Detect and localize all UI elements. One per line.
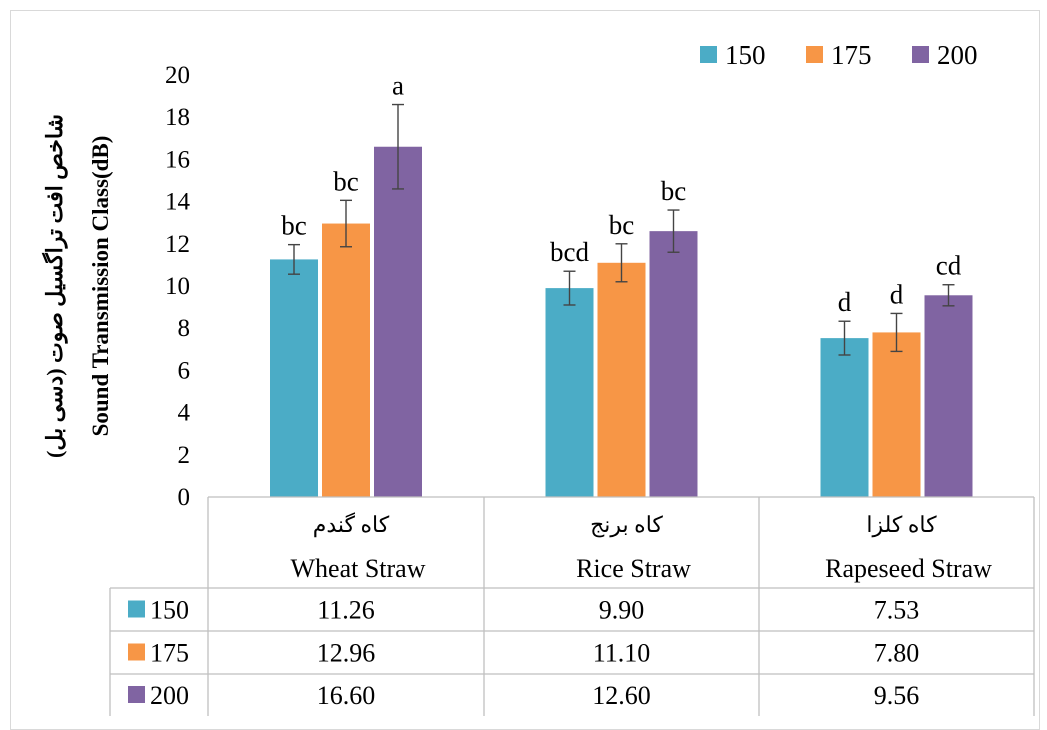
significance-label: bc <box>609 210 635 240</box>
table-cell: 12.60 <box>592 681 651 710</box>
legend-label-175: 175 <box>831 40 872 70</box>
error-bar-200-3 <box>942 284 955 307</box>
category-label-fa: کاه گندم <box>313 512 390 538</box>
bar-150-1 <box>270 259 318 497</box>
bar-200-1 <box>374 146 422 498</box>
significance-label: bc <box>281 211 307 241</box>
y-tick-label: 0 <box>178 484 191 511</box>
significance-label: bcd <box>550 237 589 267</box>
y-tick-label: 4 <box>178 400 191 427</box>
bar-175-2 <box>597 262 646 497</box>
category-label: Rice Straw <box>576 554 691 583</box>
table-row-swatch-200 <box>128 686 145 703</box>
error-bar-200-1 <box>392 103 404 190</box>
significance-label: a <box>392 71 404 101</box>
table-cell: 9.90 <box>599 596 645 625</box>
error-bar-175-1 <box>340 199 352 248</box>
significance-label: bc <box>333 166 359 196</box>
bar-150-2 <box>545 288 594 497</box>
bar-150-3 <box>820 338 869 497</box>
y-tick-label: 16 <box>165 146 190 173</box>
table-cell: 7.80 <box>874 639 920 668</box>
y-tick-label: 2 <box>178 442 191 469</box>
y-axis-label: Sound Transmission Class(dB) <box>88 136 113 437</box>
legend: 150 175 200 <box>700 40 978 70</box>
error-bar-150-1 <box>288 243 300 275</box>
legend-label-150: 150 <box>725 40 766 70</box>
y-tick-label: 10 <box>165 273 190 300</box>
error-bar-175-2 <box>615 243 628 283</box>
category-label-fa: کاه کلزا <box>866 512 937 538</box>
table-row-header: 175 <box>150 639 189 668</box>
y-tick-label: 18 <box>165 104 190 131</box>
category-label: Wheat Straw <box>290 554 425 583</box>
y-tick-label: 20 <box>165 62 190 89</box>
bar-175-1 <box>322 223 370 497</box>
table-cell: 12.96 <box>317 639 376 668</box>
y-tick-label: 14 <box>165 189 191 216</box>
error-bar-150-3 <box>838 320 851 356</box>
error-bar-200-2 <box>667 209 680 253</box>
error-bar-150-2 <box>563 270 576 306</box>
category-label: Rapeseed Straw <box>825 554 992 583</box>
bars <box>270 146 973 498</box>
table-cell: 7.53 <box>874 596 920 625</box>
significance-label: d <box>890 279 904 309</box>
table-row-swatch-150 <box>128 600 145 618</box>
y-axis-label-fa: شاخص افت تراگسیل صوت (دسی بل) <box>41 114 68 458</box>
legend-swatch-200 <box>912 46 929 63</box>
error-bars <box>288 103 955 356</box>
significance-label: d <box>838 287 852 317</box>
y-tick-label: 12 <box>165 231 190 258</box>
error-bar-175-3 <box>890 312 903 353</box>
table-cell: 16.60 <box>317 681 376 710</box>
bar-200-2 <box>649 231 698 497</box>
data-table: کاه گندم Wheat Straw کاه برنج Rice Straw کاه… <box>109 496 1035 716</box>
table-row-swatch-175 <box>128 643 145 661</box>
bar-200-3 <box>924 295 973 497</box>
table-cell: 11.10 <box>593 639 651 668</box>
table-row-header: 150 <box>150 596 189 625</box>
bar-175-3 <box>872 332 921 497</box>
legend-swatch-175 <box>806 46 823 63</box>
legend-label-200: 200 <box>937 40 978 70</box>
y-tick-label: 8 <box>178 315 191 342</box>
table-cell: 11.26 <box>317 596 375 625</box>
table-cell: 9.56 <box>874 681 920 710</box>
category-label-fa: کاه برنج <box>590 512 663 538</box>
legend-swatch-150 <box>700 46 717 63</box>
table-row-header: 200 <box>150 681 189 710</box>
significance-label: cd <box>936 251 962 281</box>
y-axis-ticks: 0 2 4 6 8 10 12 14 16 18 20 <box>165 62 191 511</box>
significance-label: bc <box>661 176 687 206</box>
y-tick-label: 6 <box>178 357 191 384</box>
